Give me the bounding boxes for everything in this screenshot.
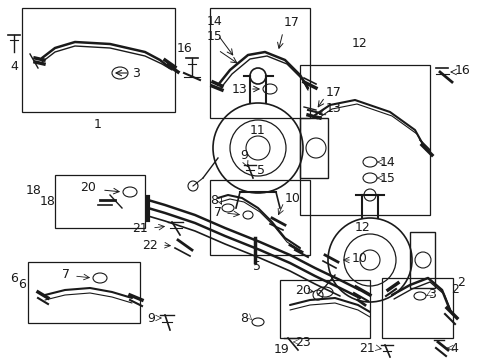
- Text: 13: 13: [326, 102, 342, 114]
- Bar: [300, 118, 328, 178]
- Text: 2: 2: [451, 283, 459, 296]
- Text: 21: 21: [359, 342, 375, 355]
- Text: 4: 4: [450, 342, 458, 355]
- Text: 23: 23: [295, 337, 311, 350]
- Bar: [280, 280, 370, 338]
- Text: 14: 14: [207, 15, 223, 28]
- Text: 10: 10: [285, 192, 301, 204]
- Text: 16: 16: [455, 63, 471, 77]
- Bar: [300, 65, 430, 215]
- Text: 17: 17: [326, 86, 342, 99]
- Text: 3: 3: [428, 288, 436, 302]
- Text: 17: 17: [284, 15, 300, 28]
- Text: 8: 8: [240, 311, 248, 324]
- Text: 5: 5: [253, 260, 261, 273]
- Text: 10: 10: [352, 252, 368, 265]
- Text: 20: 20: [295, 284, 311, 297]
- Bar: [210, 8, 310, 118]
- Text: 4: 4: [10, 60, 18, 73]
- Text: 19: 19: [274, 343, 290, 356]
- Bar: [28, 262, 140, 323]
- Text: 2: 2: [457, 276, 465, 289]
- Text: 18: 18: [26, 184, 42, 197]
- Text: 9: 9: [147, 311, 155, 324]
- Text: 12: 12: [355, 221, 371, 234]
- Bar: [410, 232, 435, 288]
- Text: 18: 18: [40, 195, 56, 208]
- Text: 20: 20: [80, 180, 96, 194]
- Text: 3: 3: [132, 67, 140, 80]
- Text: 11: 11: [250, 124, 266, 137]
- Text: 6: 6: [10, 271, 18, 284]
- Text: 7: 7: [214, 206, 222, 219]
- Bar: [55, 175, 145, 228]
- Text: 16: 16: [177, 42, 193, 55]
- Text: 15: 15: [207, 30, 223, 43]
- Text: 5: 5: [257, 163, 265, 176]
- Text: 9: 9: [240, 149, 248, 162]
- Bar: [210, 180, 310, 255]
- Text: 21: 21: [132, 221, 148, 234]
- Bar: [22, 8, 175, 112]
- Text: 14: 14: [380, 156, 396, 168]
- Text: 7: 7: [62, 269, 70, 282]
- Text: 1: 1: [94, 118, 102, 131]
- Text: 12: 12: [352, 37, 368, 50]
- Text: 8: 8: [210, 194, 218, 207]
- Bar: [382, 278, 453, 338]
- Text: 6: 6: [18, 278, 26, 291]
- Text: 22: 22: [142, 239, 158, 252]
- Text: 13: 13: [231, 82, 247, 95]
- Text: 15: 15: [380, 171, 396, 185]
